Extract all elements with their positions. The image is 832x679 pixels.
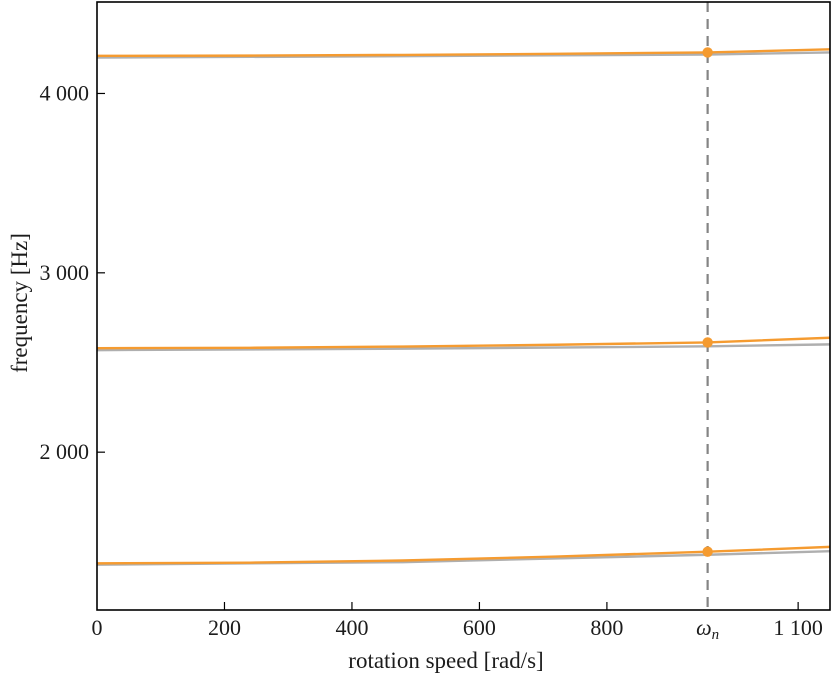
mode-3-gray-line [96,51,831,59]
x-tick-label: 600 [463,615,496,640]
y-tick-label: 4 000 [40,80,90,105]
critical-speed-marker [702,337,713,348]
critical-speed-marker [702,546,713,557]
critical-speed-marker [702,47,713,58]
x-axis-label: rotation speed [rad/s] [348,648,544,673]
x-tick-label: 0 [92,615,103,640]
y-axis-label: frequency [Hz] [7,233,32,373]
mode-1-orange-line [96,545,831,565]
y-tick-label: 2 000 [40,439,90,464]
x-tick-label: 1 100 [773,615,823,640]
y-tick-label: 3 000 [40,260,90,285]
x-tick-label: 400 [335,615,368,640]
mode-2-orange-line [96,336,831,350]
x-tick-label: 800 [590,615,623,640]
x-tick-label-omega-n: ωn [696,615,719,643]
mode-3-orange-line [96,48,831,58]
mode-2-gray-line [96,343,831,352]
plot-frame [96,1,831,611]
x-tick-label: 200 [208,615,241,640]
